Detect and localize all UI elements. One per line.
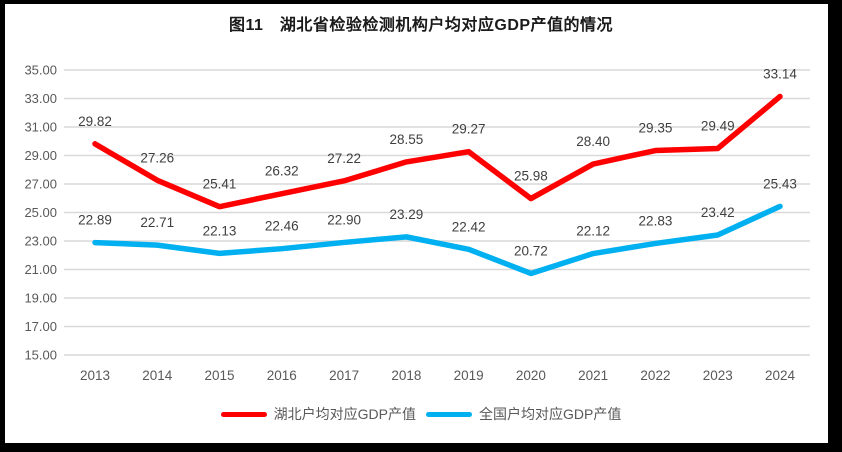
x-axis-label: 2013 <box>80 368 110 383</box>
frame-border-left <box>0 0 5 452</box>
y-axis-tick: 23.00 <box>24 234 57 249</box>
data-label: 22.83 <box>639 213 673 228</box>
data-label: 33.14 <box>763 67 797 82</box>
x-axis-label: 2014 <box>142 368 173 383</box>
y-axis-tick: 21.00 <box>24 262 57 277</box>
x-axis-label: 2023 <box>703 368 733 383</box>
data-label: 22.13 <box>203 223 237 238</box>
series-line <box>92 93 783 210</box>
x-axis-label: 2024 <box>765 368 796 383</box>
x-axis-label: 2018 <box>391 368 421 383</box>
legend-line-blue-icon <box>426 411 472 417</box>
y-axis-tick: 31.00 <box>24 120 57 135</box>
chart-legend: 湖北户均对应GDP产值 全国户均对应GDP产值 <box>0 404 842 424</box>
data-label: 29.49 <box>701 119 735 134</box>
legend-line-red-icon <box>220 411 267 417</box>
y-axis-tick: 33.00 <box>24 91 57 106</box>
data-label: 26.32 <box>265 164 299 179</box>
data-label: 29.27 <box>452 122 486 137</box>
data-label: 25.41 <box>203 177 237 192</box>
data-label: 29.82 <box>78 114 112 129</box>
x-axis-label: 2022 <box>640 368 670 383</box>
data-label: 23.29 <box>389 207 423 222</box>
data-label: 29.35 <box>639 121 673 136</box>
data-label: 22.46 <box>265 219 299 234</box>
frame-border-top <box>0 0 842 4</box>
legend-item-national: 全国户均对应GDP产值 <box>426 404 621 424</box>
x-axis-label: 2015 <box>205 368 235 383</box>
y-axis-tick: 15.00 <box>24 348 57 363</box>
data-label: 28.55 <box>389 132 423 147</box>
data-label: 27.22 <box>327 151 361 166</box>
data-label: 23.42 <box>701 205 735 220</box>
x-axis-label: 2021 <box>578 368 608 383</box>
data-label: 27.26 <box>140 150 174 165</box>
x-axis-label: 2019 <box>454 368 484 383</box>
frame-border-bottom <box>0 443 842 452</box>
data-label: 22.89 <box>78 213 112 228</box>
y-axis-tick: 19.00 <box>24 291 57 306</box>
x-axis-label: 2020 <box>516 368 546 383</box>
y-axis-tick: 17.00 <box>24 319 57 334</box>
y-axis-tick: 27.00 <box>24 177 57 192</box>
x-axis-label: 2016 <box>267 368 297 383</box>
frame-border-right <box>828 0 842 452</box>
legend-label-national: 全国户均对应GDP产值 <box>479 406 622 422</box>
y-axis-tick: 29.00 <box>24 148 57 163</box>
data-label: 28.40 <box>576 134 610 149</box>
data-label: 22.90 <box>327 212 361 227</box>
y-axis-tick: 35.00 <box>24 63 57 78</box>
legend-label-hubei: 湖北户均对应GDP产值 <box>273 406 416 422</box>
data-label: 22.71 <box>140 215 174 230</box>
legend-item-hubei: 湖北户均对应GDP产值 <box>220 404 416 424</box>
data-label: 22.42 <box>452 219 486 234</box>
data-label: 20.72 <box>514 243 548 258</box>
x-axis-label: 2017 <box>329 368 359 383</box>
data-label: 25.98 <box>514 169 548 184</box>
data-label: 25.43 <box>763 176 797 191</box>
chart-title: 图11 湖北省检验检测机构户均对应GDP产值的情况 <box>228 17 614 34</box>
data-label: 22.12 <box>576 224 610 239</box>
y-axis-tick: 25.00 <box>24 205 57 220</box>
series-line <box>92 203 783 277</box>
